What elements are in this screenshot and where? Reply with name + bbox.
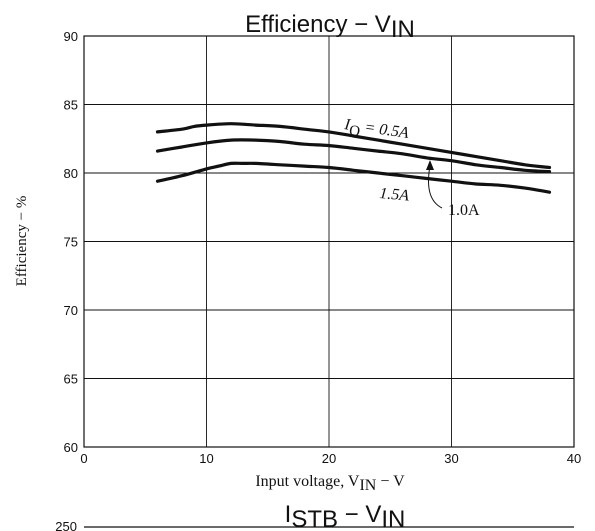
series-label-1.0A: 1.0A: [448, 202, 480, 219]
x-axis-label-main: Input voltage, V: [255, 473, 360, 490]
series-label-0.5A: IO = 0.5A: [342, 116, 410, 147]
y-tick-label-60: 60: [64, 440, 78, 455]
plot-frame: [83, 35, 575, 448]
y-tick-label-65: 65: [64, 372, 78, 387]
series-label-1.0A-leader: [428, 165, 443, 209]
series-label-0.5A-main: I: [342, 116, 351, 134]
second-chart-y-tick-label: 250: [55, 519, 77, 531]
x-axis-label-sub: IN: [359, 477, 376, 494]
y-tick-label-80: 80: [64, 166, 78, 181]
y-tick-label-70: 70: [64, 303, 78, 318]
y-tick-label-85: 85: [64, 98, 78, 113]
chart-title-main: Efficiency − V: [245, 11, 391, 38]
grid-lines: [83, 35, 575, 448]
x-tick-label-20: 20: [322, 451, 336, 466]
x-tick-label-10: 10: [199, 451, 213, 466]
series-line-0: [155, 122, 552, 170]
series-label-1.5A: 1.5A: [379, 185, 410, 205]
y-tick-label-90: 90: [64, 29, 78, 44]
x-tick-label-0: 0: [80, 451, 87, 466]
series-line-1: [155, 138, 552, 174]
series-line-2: [155, 161, 552, 194]
second-chart-title-suffix: − V: [338, 501, 381, 528]
x-tick-label-40: 40: [567, 451, 581, 466]
y-tick-label-75: 75: [64, 235, 78, 250]
series-label-0.5A-sub: O: [348, 123, 361, 140]
chart-title: Efficiency − VIN: [245, 11, 415, 43]
x-tick-label-30: 30: [444, 451, 458, 466]
series-label-0.5A-suffix: = 0.5A: [359, 118, 410, 142]
series-lines: [155, 122, 552, 194]
series-label-1.0A-arrowhead: [426, 160, 434, 170]
x-axis-label-suffix: − V: [376, 473, 405, 490]
y-tick-labels: 60 65 70 75 80 85 90: [64, 29, 78, 455]
y-axis-label: Efficiency − %: [14, 196, 30, 287]
x-axis-label: Input voltage, VIN − V: [255, 473, 405, 494]
x-tick-labels: 0 10 20 30 40: [80, 451, 581, 466]
chart-title-sub: IN: [391, 16, 415, 43]
second-chart-title-main: I: [285, 501, 292, 528]
